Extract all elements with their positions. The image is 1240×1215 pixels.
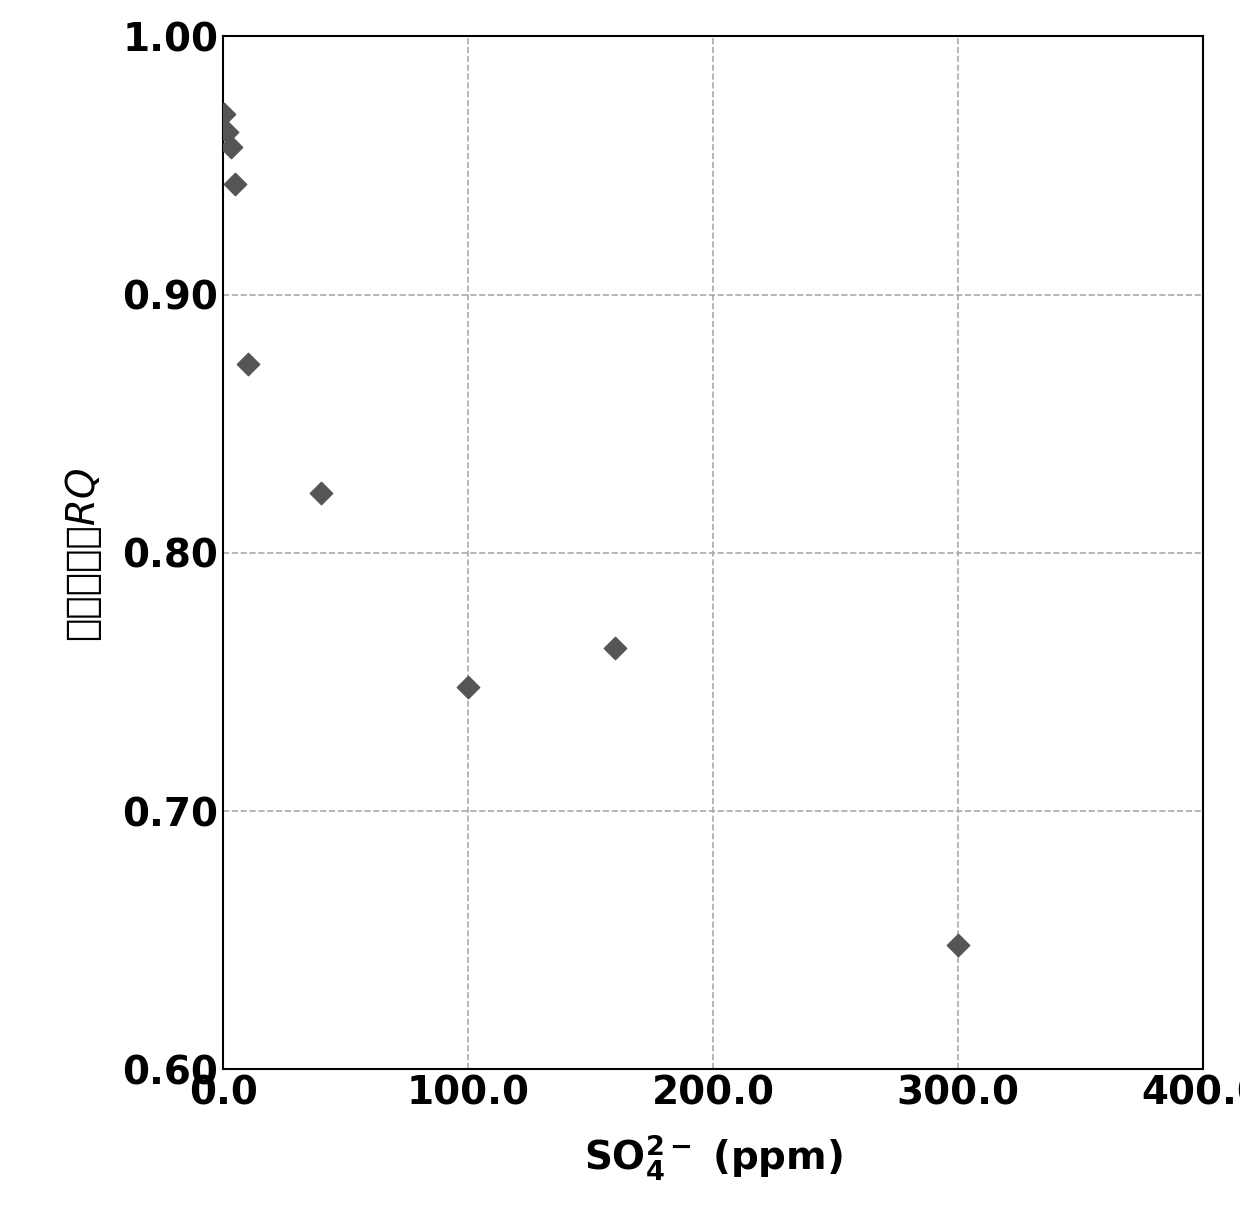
X-axis label: $\mathbf{SO_4^{2-}}$ (ppm): $\mathbf{SO_4^{2-}}$ (ppm) xyxy=(584,1132,842,1183)
Point xyxy=(217,123,237,142)
Point xyxy=(215,104,234,124)
Point xyxy=(605,639,625,659)
Point xyxy=(947,936,967,955)
Y-axis label: 磁性芯材的RQ: 磁性芯材的RQ xyxy=(63,465,102,640)
Point xyxy=(238,355,258,374)
Point xyxy=(458,678,477,697)
Point xyxy=(226,174,246,193)
Point xyxy=(311,484,331,503)
Point xyxy=(221,137,241,157)
